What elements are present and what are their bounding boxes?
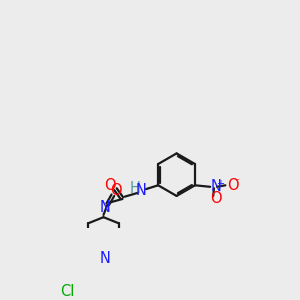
Text: O: O	[104, 178, 116, 193]
Text: H: H	[129, 181, 140, 196]
Text: N: N	[100, 200, 110, 215]
Text: N: N	[211, 179, 222, 194]
Text: O: O	[110, 183, 122, 198]
Text: +: +	[216, 179, 224, 189]
Text: N: N	[100, 250, 110, 266]
Text: ⁻: ⁻	[234, 177, 240, 187]
Text: O: O	[210, 191, 222, 206]
Text: O: O	[227, 178, 239, 193]
Text: Cl: Cl	[60, 284, 74, 299]
Text: N: N	[136, 183, 147, 198]
